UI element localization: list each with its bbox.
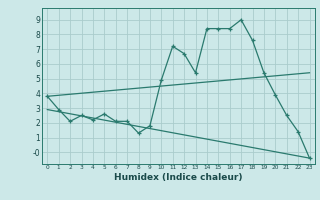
X-axis label: Humidex (Indice chaleur): Humidex (Indice chaleur) [114, 173, 243, 182]
